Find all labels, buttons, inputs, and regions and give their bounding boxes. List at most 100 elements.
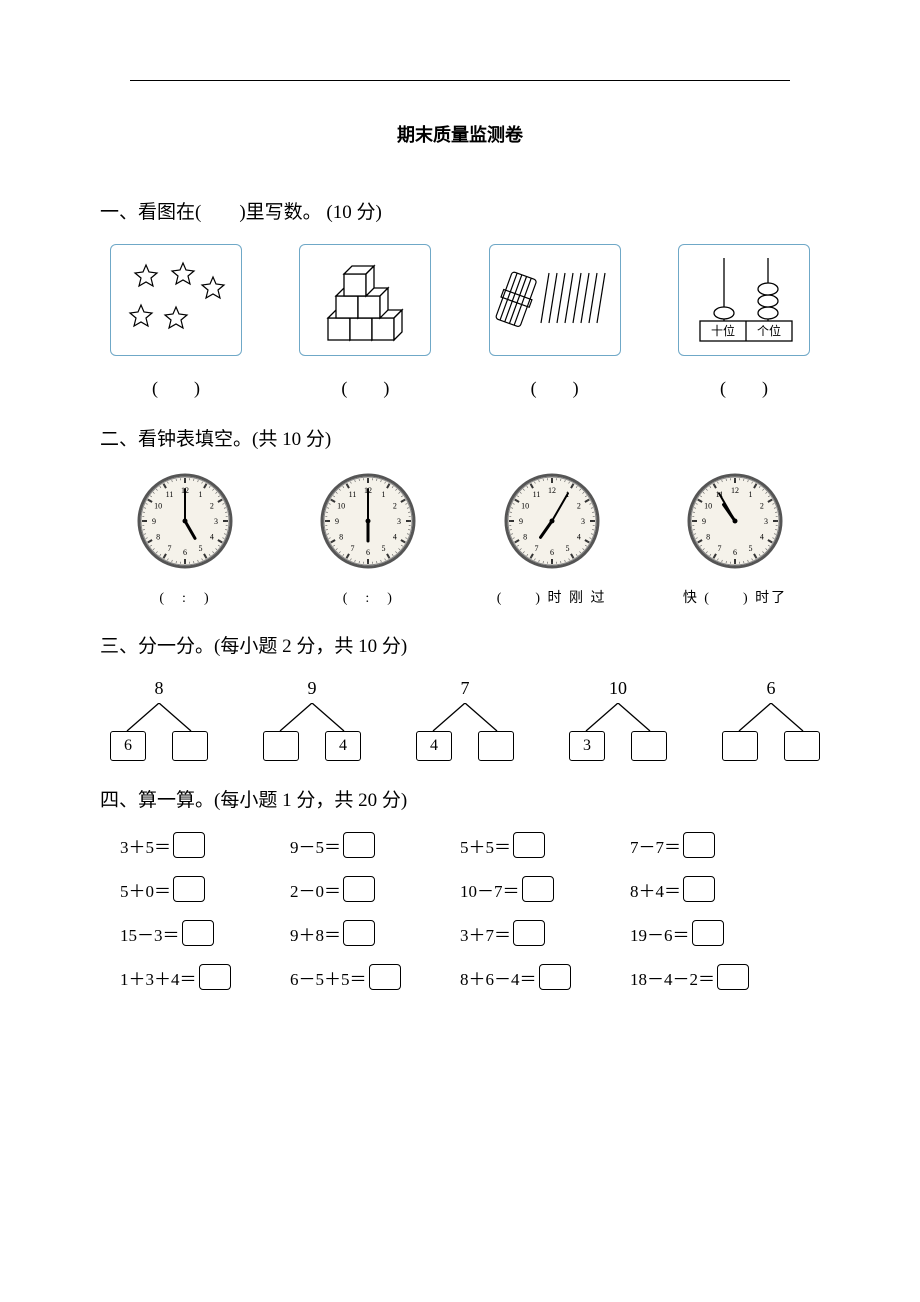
q1-item-abacus: 十位 个位 ( ): [678, 244, 810, 400]
q1-row: ( ): [100, 244, 820, 400]
answer-box[interactable]: [692, 920, 724, 946]
abacus-ones-label: 个位: [757, 323, 781, 338]
arith-cell: 1＋3＋4＝: [120, 964, 290, 990]
stars-box: [110, 244, 242, 356]
section-2-heading: 二、看钟表填空。(共 10 分): [100, 424, 820, 451]
bond-left-box[interactable]: [263, 731, 299, 761]
bond-top: 10: [609, 678, 627, 699]
answer-box[interactable]: [683, 832, 715, 858]
bond-left-box[interactable]: 6: [110, 731, 146, 761]
answer-box[interactable]: [513, 920, 545, 946]
arith-row-4: 1＋3＋4＝6－5＋5＝8＋6－4＝18－4－2＝: [120, 964, 820, 990]
answer-box[interactable]: [343, 832, 375, 858]
bond-left-box[interactable]: [722, 731, 758, 761]
clock-icon: 121234567891011: [685, 471, 785, 571]
svg-text:3: 3: [397, 517, 401, 526]
svg-text:7: 7: [168, 544, 172, 553]
q1-item-stars: ( ): [110, 244, 242, 400]
svg-text:6: 6: [183, 548, 187, 557]
svg-text:2: 2: [760, 502, 764, 511]
svg-text:7: 7: [351, 544, 355, 553]
q2-caption-3: ( ) 时 刚 过: [497, 587, 607, 607]
section-1-heading: 一、看图在( )里写数。 (10 分): [100, 197, 820, 224]
svg-text:5: 5: [199, 544, 203, 553]
arith-cell: 10－7＝: [460, 876, 630, 902]
arith-expression: 3＋7＝: [460, 921, 511, 946]
q2-row: 121234567891011 ( : ) 121234567891011 ( …: [100, 471, 820, 607]
svg-text:10: 10: [337, 502, 345, 511]
svg-text:1: 1: [748, 490, 752, 499]
svg-text:6: 6: [366, 548, 370, 557]
bond-right-box[interactable]: [172, 731, 208, 761]
answer-box[interactable]: [539, 964, 571, 990]
arith-expression: 3＋5＝: [120, 833, 171, 858]
answer-box[interactable]: [182, 920, 214, 946]
q2-clock-1: 121234567891011 ( : ): [110, 471, 260, 607]
sticks-box: [489, 244, 621, 356]
answer-box[interactable]: [513, 832, 545, 858]
svg-text:6: 6: [733, 548, 737, 557]
arith-expression: 18－4－2＝: [630, 965, 715, 990]
answer-box[interactable]: [522, 876, 554, 902]
bond-top: 9: [308, 678, 317, 699]
arith-row-1: 3＋5＝9－5＝5＋5＝7－7＝: [120, 832, 820, 858]
answer-box[interactable]: [343, 876, 375, 902]
bond-lines-icon: [264, 703, 360, 731]
svg-text:4: 4: [760, 533, 764, 542]
arith-cell: 7－7＝: [630, 832, 800, 858]
svg-text:8: 8: [339, 533, 343, 542]
arith-cell: 3＋5＝: [120, 832, 290, 858]
svg-text:5: 5: [382, 544, 386, 553]
svg-text:12: 12: [548, 486, 556, 495]
svg-text:2: 2: [210, 502, 214, 511]
bond-right-box[interactable]: 4: [325, 731, 361, 761]
q2-caption-2: ( : ): [343, 587, 394, 607]
arith-expression: 8＋4＝: [630, 877, 681, 902]
svg-text:9: 9: [519, 517, 523, 526]
answer-box[interactable]: [199, 964, 231, 990]
answer-box[interactable]: [369, 964, 401, 990]
bond-top: 6: [767, 678, 776, 699]
svg-text:11: 11: [349, 490, 357, 499]
answer-box[interactable]: [343, 920, 375, 946]
bond-right-box[interactable]: [784, 731, 820, 761]
number-bond-5: 6: [722, 678, 820, 761]
arith-cell: 18－4－2＝: [630, 964, 800, 990]
arith-row-3: 15－3＝9＋8＝ 3＋7＝ 19－6＝: [120, 920, 820, 946]
q2-clock-3: 121234567891011 ( ) 时 刚 过: [477, 471, 627, 607]
arith-cell: 15－3＝: [120, 920, 290, 946]
bond-left-box[interactable]: 4: [416, 731, 452, 761]
svg-text:8: 8: [706, 533, 710, 542]
q2-caption-4: 快 ( ) 时了: [683, 587, 787, 607]
bond-right-box[interactable]: [631, 731, 667, 761]
svg-text:7: 7: [717, 544, 721, 553]
page-title: 期末质量监测卷: [100, 121, 820, 147]
answer-box[interactable]: [683, 876, 715, 902]
arith-cell: 9－5＝: [290, 832, 460, 858]
svg-text:7: 7: [534, 544, 538, 553]
abacus-box: 十位 个位: [678, 244, 810, 356]
bond-right-box[interactable]: [478, 731, 514, 761]
bond-left-box[interactable]: 3: [569, 731, 605, 761]
arith-cell: 3＋7＝: [460, 920, 630, 946]
svg-text:8: 8: [156, 533, 160, 542]
answer-box[interactable]: [173, 832, 205, 858]
q2-clock-4: 121234567891011 快 ( ) 时了: [660, 471, 810, 607]
arith-expression: 5＋0＝: [120, 877, 171, 902]
svg-text:5: 5: [565, 544, 569, 553]
bond-lines-icon: [723, 703, 819, 731]
arith-cell: 19－6＝: [630, 920, 800, 946]
svg-text:3: 3: [764, 517, 768, 526]
svg-text:9: 9: [335, 517, 339, 526]
arith-cell: 2－0＝: [290, 876, 460, 902]
svg-text:3: 3: [581, 517, 585, 526]
cubes-icon: [310, 253, 420, 348]
arith-cell: 9＋8＝: [290, 920, 460, 946]
arith-cell: 8＋4＝: [630, 876, 800, 902]
arith-expression: 9＋8＝: [290, 921, 341, 946]
cubes-box: [299, 244, 431, 356]
answer-box[interactable]: [717, 964, 749, 990]
bond-lines-icon: [111, 703, 207, 731]
answer-box[interactable]: [173, 876, 205, 902]
q1-answer-2: ( ): [341, 374, 389, 400]
